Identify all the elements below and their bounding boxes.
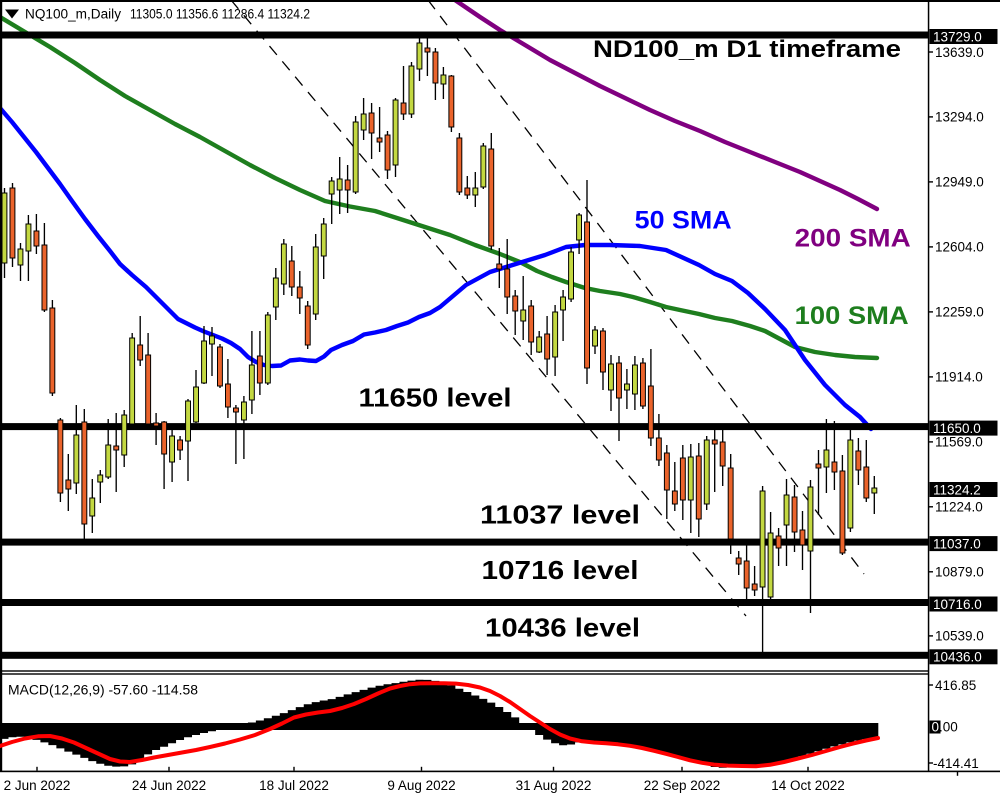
svg-text:10539.0: 10539.0 — [935, 629, 984, 644]
svg-text:200 SMA: 200 SMA — [795, 225, 911, 253]
svg-text:11569.0: 11569.0 — [935, 435, 983, 450]
svg-text:-414.41: -414.41 — [933, 756, 979, 771]
svg-text:11650 level: 11650 level — [359, 383, 512, 413]
svg-text:0: 0 — [932, 719, 940, 734]
svg-text:10716.0: 10716.0 — [933, 597, 982, 612]
svg-text:11037.0: 11037.0 — [933, 536, 981, 551]
svg-text:NQ100_m,Daily: NQ100_m,Daily — [25, 7, 121, 22]
svg-text:10879.0: 10879.0 — [935, 565, 984, 580]
svg-text:12259.0: 12259.0 — [935, 305, 984, 320]
svg-text:10436 level: 10436 level — [485, 613, 640, 643]
svg-text:11650.0: 11650.0 — [933, 421, 981, 436]
svg-text:11324.2: 11324.2 — [933, 482, 981, 497]
svg-text:22 Sep 2022: 22 Sep 2022 — [644, 778, 721, 793]
svg-text:MACD(12,26,9) -57.60 -114.58: MACD(12,26,9) -57.60 -114.58 — [8, 683, 198, 698]
svg-text:14 Oct 2022: 14 Oct 2022 — [771, 778, 845, 793]
svg-text:18 Jul 2022: 18 Jul 2022 — [259, 778, 329, 793]
svg-text:11914.0: 11914.0 — [935, 370, 983, 385]
svg-text:9 Aug 2022: 9 Aug 2022 — [387, 778, 455, 793]
svg-text:13294.0: 13294.0 — [935, 110, 984, 125]
svg-text:11037 level: 11037 level — [480, 500, 640, 530]
svg-text:10716 level: 10716 level — [482, 555, 639, 585]
svg-text:11305.0 11356.6 11286.4 11324.: 11305.0 11356.6 11286.4 11324.2 — [130, 7, 310, 22]
svg-text:13639.0: 13639.0 — [935, 45, 984, 60]
svg-text:12604.0: 12604.0 — [935, 240, 984, 255]
svg-text:13729.0: 13729.0 — [933, 29, 982, 44]
svg-text:50 SMA: 50 SMA — [635, 207, 732, 235]
svg-text:100 SMA: 100 SMA — [795, 302, 909, 330]
svg-text:2 Jun 2022: 2 Jun 2022 — [4, 778, 71, 793]
svg-text:416.85: 416.85 — [935, 678, 976, 693]
svg-text:24 Jun 2022: 24 Jun 2022 — [132, 778, 206, 793]
svg-text:10436.0: 10436.0 — [933, 650, 982, 665]
svg-text:ND100_m D1 timeframe: ND100_m D1 timeframe — [593, 36, 901, 63]
svg-text:11224.0: 11224.0 — [935, 500, 983, 515]
svg-text:12949.0: 12949.0 — [935, 175, 984, 190]
svg-text:31 Aug 2022: 31 Aug 2022 — [516, 778, 592, 793]
